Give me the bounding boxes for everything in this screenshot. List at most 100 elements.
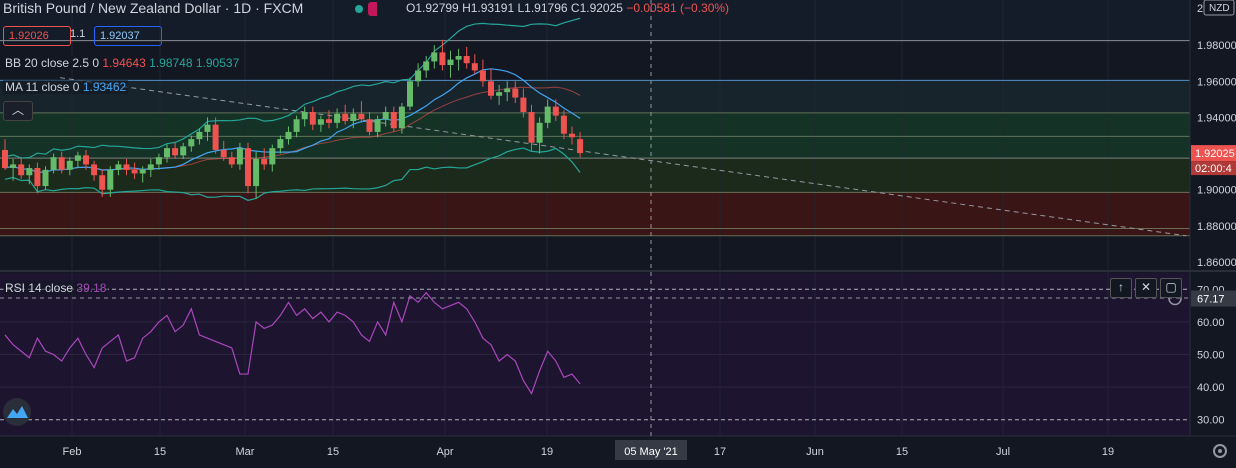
candle-body — [236, 148, 243, 165]
candle-body — [577, 139, 584, 154]
trendline — [59, 77, 1187, 237]
time-tick-label: Jun — [806, 446, 824, 458]
candle-body — [471, 63, 478, 71]
price-zone — [0, 158, 1190, 193]
ma-legend[interactable]: MA 11 close 0 1.93462 — [3, 80, 129, 94]
candle-body — [447, 59, 454, 66]
candle-body — [301, 112, 308, 120]
price-tick-label: 1.86000 — [1197, 257, 1236, 269]
alert-icons[interactable] — [352, 1, 377, 17]
candle-body — [423, 61, 430, 71]
price-zone — [0, 0, 1190, 41]
rsi-tick-label: 40.00 — [1197, 382, 1225, 394]
settings-gear-icon — [1213, 444, 1227, 458]
candle-body — [261, 158, 268, 165]
bb-legend[interactable]: BB 20 close 2.5 0 1.94643 1.98748 1.9053… — [3, 56, 242, 70]
price-axis: 2 1.98000 1.96000 1.94000 1.92025 1.90000 1.88… — [1191, 0, 1236, 269]
candle-body — [204, 124, 211, 132]
candle-body — [350, 113, 357, 122]
candle-body — [188, 139, 195, 147]
candlesticks — [2, 39, 584, 199]
crosshair-time-label: 05 May '21 — [624, 446, 677, 458]
candle-body — [366, 119, 373, 132]
candle-body — [374, 119, 381, 132]
candle-body — [83, 155, 89, 165]
price-zone — [0, 112, 1190, 159]
candle-body — [228, 157, 235, 165]
sell-button[interactable]: 1.92026 — [3, 26, 71, 46]
currency-badge — [1203, 0, 1235, 16]
time-tick-label: 19 — [541, 446, 553, 458]
candle-body — [147, 164, 154, 170]
spread-value: 1.1 — [70, 28, 86, 40]
candle-body — [66, 160, 73, 170]
candle-body — [309, 112, 316, 125]
candle-body — [512, 88, 519, 98]
buy-button[interactable]: 1.92037 — [94, 26, 162, 46]
bb-lower-line — [4, 147, 581, 201]
last-price-label: 1.92025 — [1195, 148, 1235, 160]
crosshair-time-tag — [615, 440, 687, 460]
candle-body — [326, 119, 332, 123]
price-tick-label: 2 — [1197, 3, 1203, 15]
countdown-tag — [1191, 161, 1236, 176]
candle-body — [253, 158, 260, 187]
time-tick-label: 15 — [327, 446, 339, 458]
candle-body — [407, 81, 413, 107]
candle-body — [180, 146, 187, 156]
time-axis: Feb 15 Mar 15 Apr 19 17 Jun 15 Jul 19 05 May '21 — [63, 440, 1114, 460]
price-tick-label: 1.98000 — [1197, 40, 1236, 52]
candle-body — [431, 52, 438, 62]
candle-body — [536, 122, 543, 143]
time-tick-label: Feb — [63, 446, 82, 458]
price-tick-label: 1.88000 — [1197, 221, 1236, 233]
candle-body — [334, 113, 341, 123]
candle-body — [496, 92, 503, 96]
candle-body — [293, 119, 300, 132]
candle-body — [544, 106, 551, 123]
arrow-up-icon[interactable]: ↑ — [1110, 278, 1132, 298]
candle-body — [164, 148, 170, 158]
candle-body — [560, 115, 567, 134]
candle-body — [488, 81, 494, 96]
candle-body — [317, 119, 324, 125]
symbol-title[interactable]: British Pound / New Zealand Dollar · 1D … — [3, 0, 304, 16]
candle-body — [552, 106, 559, 116]
candle-body — [439, 52, 446, 66]
price-tick-label: 1.90000 — [1197, 185, 1236, 197]
bb-upper-line — [4, 17, 581, 159]
candle-body — [277, 139, 284, 149]
maximize-icon[interactable]: ▢ — [1160, 278, 1182, 298]
rsi-tick-label: 67.17 — [1197, 294, 1225, 306]
price-zones — [0, 0, 1190, 236]
candle-body — [99, 175, 106, 190]
time-tick-label: 17 — [714, 446, 726, 458]
candle-body — [10, 164, 17, 169]
rsi-legend[interactable]: RSI 14 close 39.18 — [3, 281, 109, 295]
candle-body — [107, 169, 114, 190]
candle-body — [42, 169, 49, 187]
time-tick-label: Apr — [436, 446, 453, 458]
candle-body — [504, 88, 511, 93]
trendline-path — [59, 77, 1187, 237]
candle-body — [2, 149, 8, 169]
candle-body — [569, 133, 575, 138]
chevron-up-icon[interactable]: ︿ — [3, 101, 33, 121]
rsi-tick-label: 50.00 — [1197, 350, 1225, 362]
candle-body — [220, 149, 227, 158]
currency-label: NZD — [1209, 3, 1230, 14]
candle-body — [269, 148, 276, 165]
candle-body — [390, 112, 397, 129]
time-tick-label: Jul — [996, 446, 1010, 458]
candle-body — [74, 155, 81, 161]
time-tick-label: 19 — [1102, 446, 1114, 458]
candle-body — [285, 131, 292, 140]
price-tick-label: 1.96000 — [1197, 76, 1236, 88]
close-icon[interactable]: ✕ — [1135, 278, 1157, 298]
ohlc-readout: O1.92799 H1.93191 L1.91796 C1.92025 −0.0… — [406, 1, 730, 15]
candle-body — [91, 164, 98, 176]
price-zone — [0, 80, 1190, 113]
candle-body — [398, 106, 405, 129]
